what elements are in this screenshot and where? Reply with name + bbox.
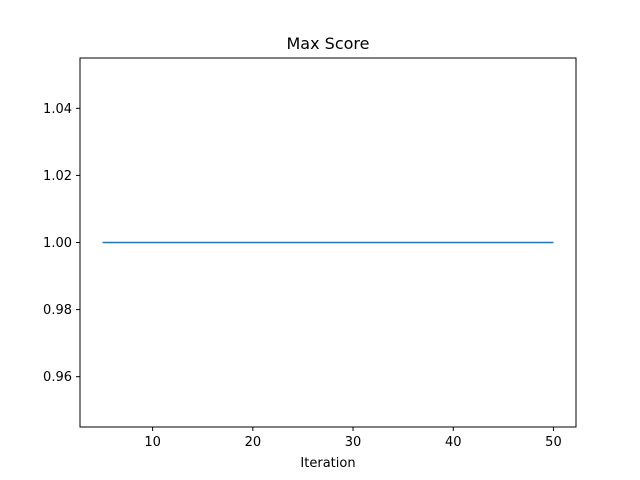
x-tick-label: 50 — [545, 435, 562, 450]
x-tick-label: 30 — [345, 435, 362, 450]
x-tick-label: 20 — [245, 435, 262, 450]
y-tick-label: 1.04 — [43, 102, 72, 117]
y-tick-label: 1.00 — [43, 236, 72, 251]
x-axis-ticks: 10 20 30 40 50 — [144, 427, 562, 450]
y-axis-ticks: 0.96 0.98 1.00 1.02 1.04 — [43, 102, 80, 385]
x-tick-label: 40 — [445, 435, 462, 450]
y-tick-label: 0.98 — [43, 303, 72, 318]
x-axis-label: Iteration — [300, 456, 355, 471]
y-tick-label: 1.02 — [43, 169, 72, 184]
y-tick-label: 0.96 — [43, 370, 72, 385]
x-tick-label: 10 — [144, 435, 161, 450]
chart-title: Max Score — [287, 34, 370, 53]
